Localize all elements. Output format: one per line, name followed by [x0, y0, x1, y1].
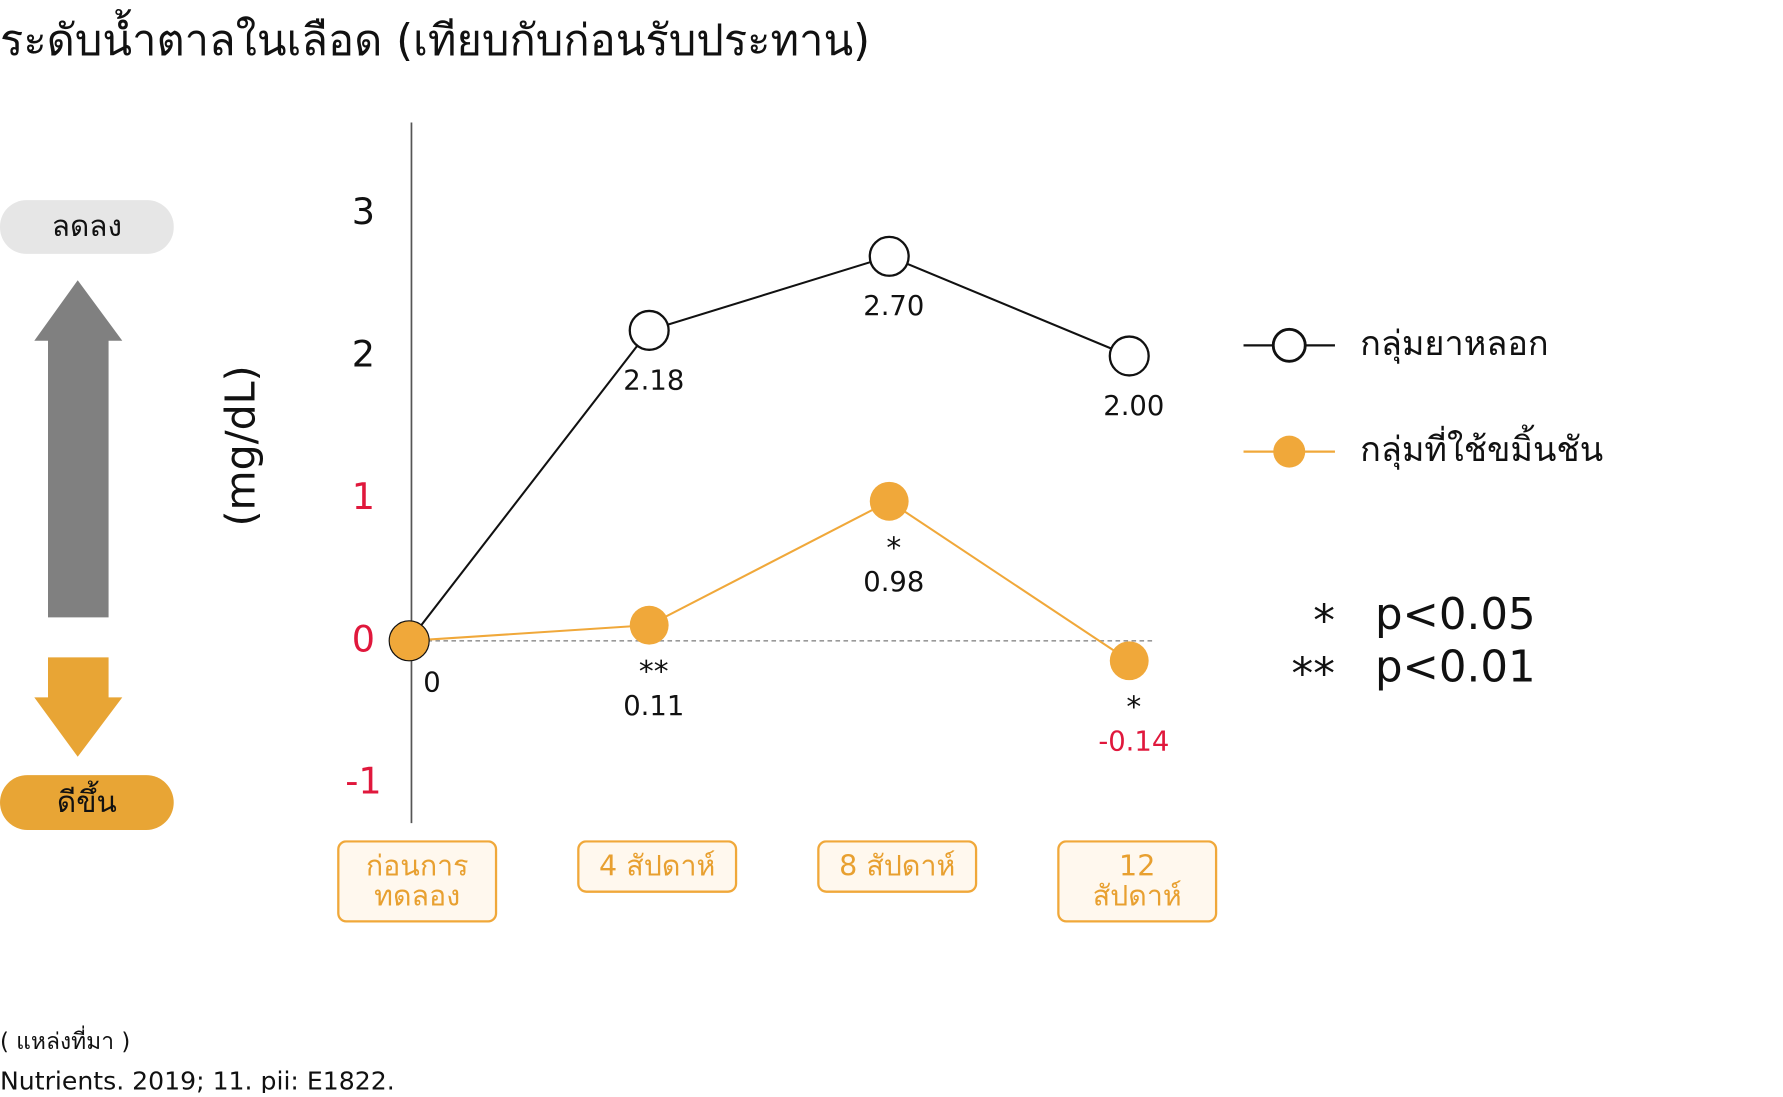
y-tick-label: 2	[352, 333, 375, 376]
point	[389, 621, 429, 661]
series-line	[409, 500, 1130, 662]
significance-label: p<0.05	[1375, 590, 1536, 640]
point	[628, 309, 670, 351]
significance-label: p<0.01	[1375, 642, 1536, 692]
x-tick-box: 8 สัปดาห์	[817, 840, 978, 893]
up-label: ลดลง	[52, 209, 122, 244]
value-label: 0.98	[863, 567, 924, 598]
significance-symbol: **	[1292, 649, 1335, 699]
x-tick-label: ก่อนการ ทดลอง	[337, 840, 498, 923]
point	[629, 605, 669, 645]
value-label: 0	[423, 668, 440, 699]
point	[869, 481, 909, 521]
legend-label: กลุ่มยาหลอก	[1360, 324, 1549, 364]
y-tick-label: 0	[352, 617, 375, 660]
value-label: 0.11	[623, 691, 684, 722]
significance-symbol: *	[1313, 597, 1335, 647]
x-tick-label: 12 สัปดาห์	[1057, 840, 1218, 923]
down-pill	[0, 775, 174, 830]
legend-label: กลุ่มที่ใช้ขมิ้นชัน	[1360, 424, 1603, 470]
chart-title: ระดับน้ำตาลในเลือด (เทียบกับก่อนรับประทา…	[0, 9, 870, 66]
value-label: 2.18	[623, 365, 684, 396]
significance-mark: *	[886, 531, 901, 566]
significance-mark: *	[1126, 690, 1141, 725]
up-arrow	[34, 280, 123, 618]
y-tick-label: -1	[345, 760, 381, 803]
y-tick-label: 3	[352, 190, 375, 233]
x-tick-box: 12 สัปดาห์	[1057, 840, 1218, 923]
x-tick-label: 4 สัปดาห์	[577, 840, 738, 893]
point	[1109, 641, 1149, 681]
x-tick-label: 8 สัปดาห์	[817, 840, 978, 893]
down-label: ดีขึ้น	[57, 781, 117, 820]
y-tick-label: 1	[352, 475, 375, 518]
value-label: 2.00	[1103, 391, 1164, 422]
legend-marker	[1271, 327, 1307, 363]
value-label: 2.70	[863, 291, 924, 322]
value-label: -0.14	[1098, 727, 1169, 758]
point	[868, 235, 910, 277]
y-axis-label: (mg/dL)	[216, 365, 264, 526]
x-tick-box: 4 สัปดาห์	[577, 840, 738, 893]
legend-marker	[1273, 435, 1306, 468]
source-heading: ( แหล่งที่มา )	[0, 1025, 130, 1055]
series-line	[408, 255, 1130, 642]
down-arrow	[34, 657, 123, 757]
significance-mark: **	[639, 655, 669, 690]
point	[1108, 335, 1150, 377]
source-citation: Nutrients. 2019; 11. pii: E1822.	[0, 1067, 395, 1093]
x-tick-box: ก่อนการ ทดลอง	[337, 840, 498, 923]
up-pill	[0, 200, 174, 254]
